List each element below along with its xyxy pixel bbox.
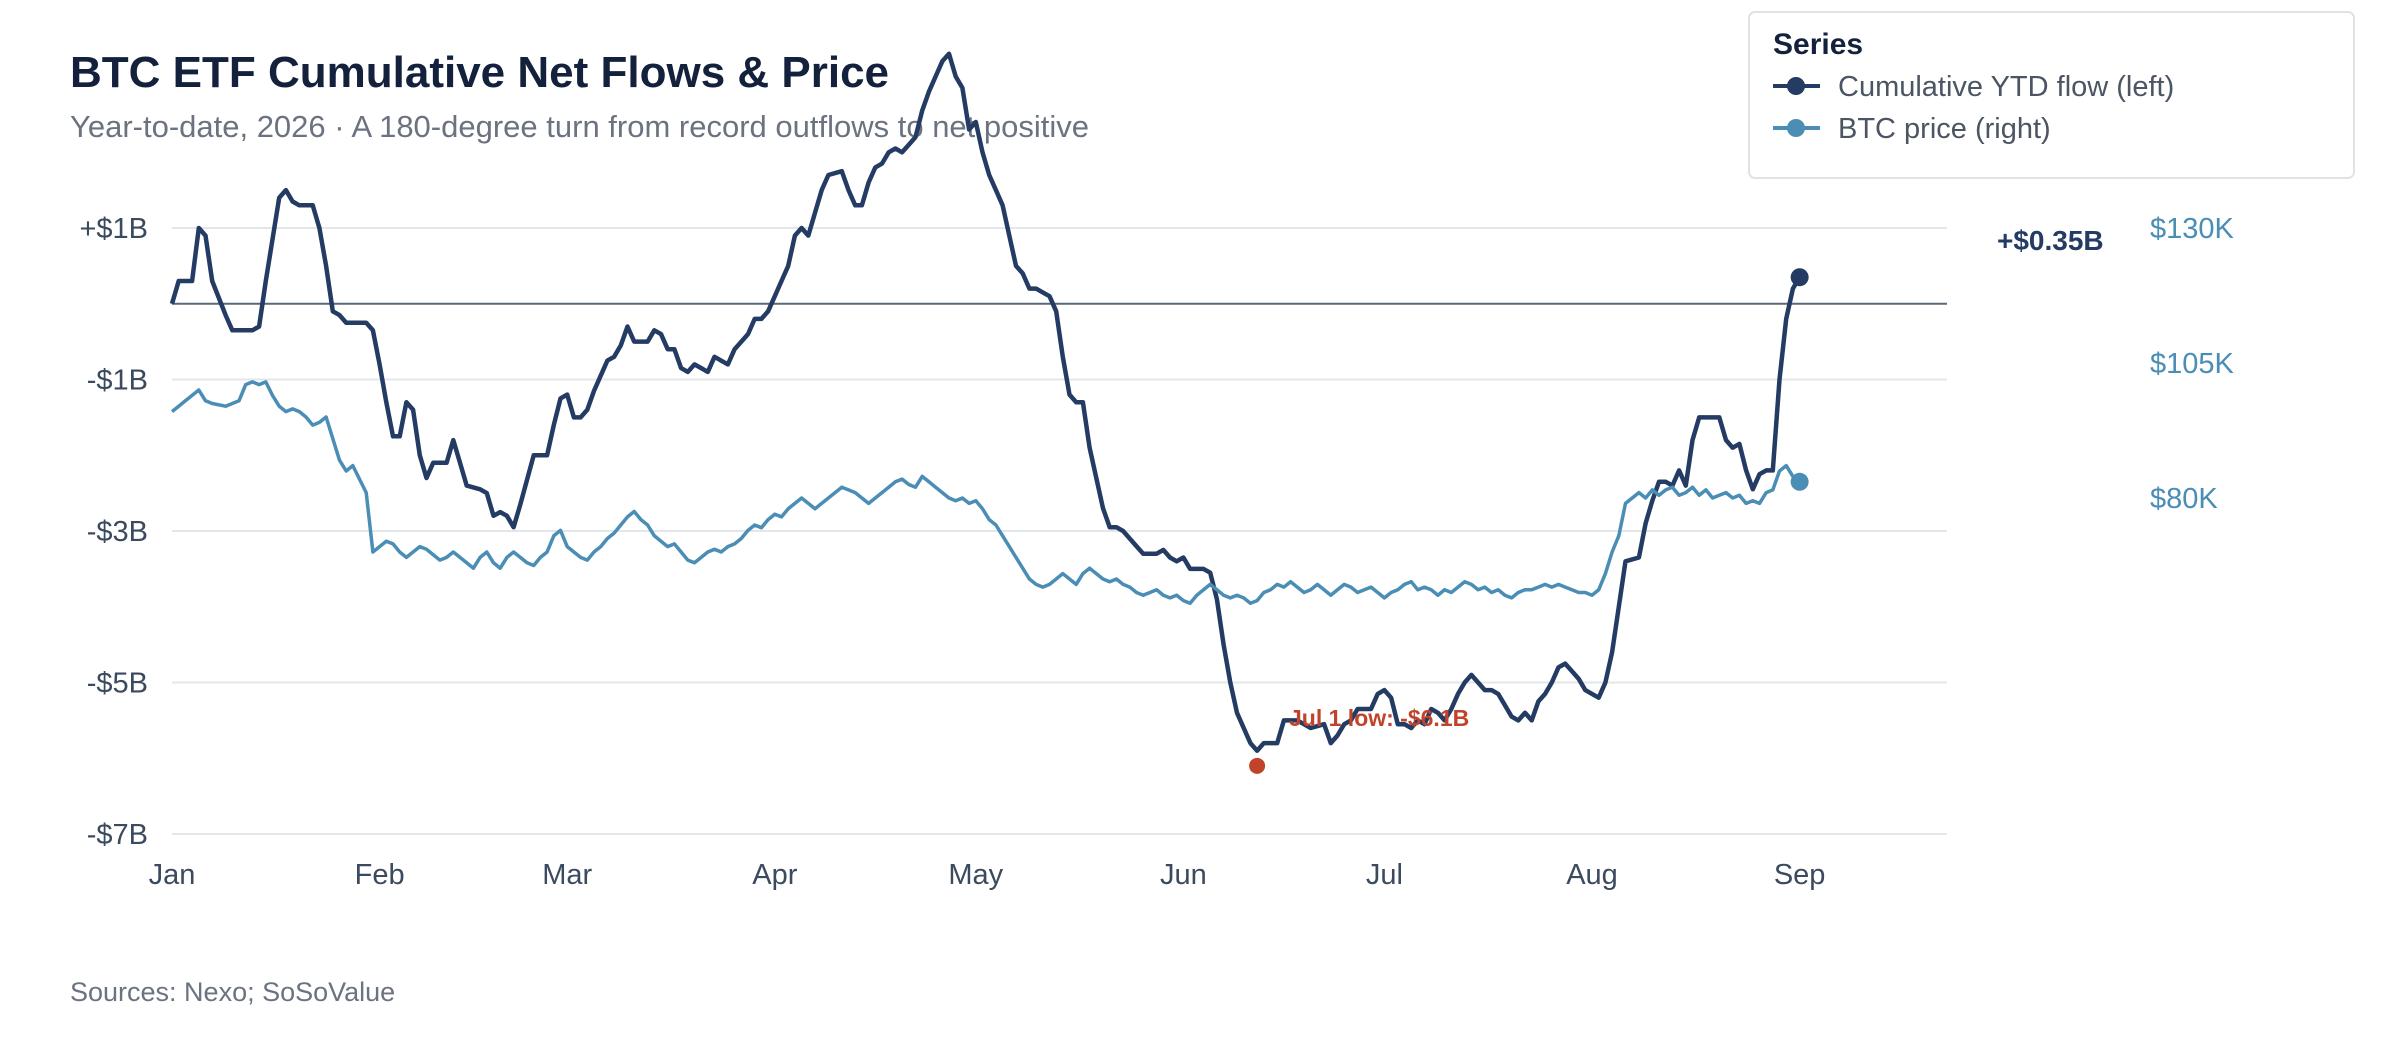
low-marker: [1249, 757, 1266, 774]
legend-marker-price: [1787, 119, 1805, 137]
low-annotation: Jul 1 low: -$6.1B: [1289, 705, 1469, 731]
legend-label-flow: Cumulative YTD flow (left): [1838, 71, 2174, 103]
legend-marker-flow: [1787, 77, 1805, 95]
end-marker-flow: [1790, 268, 1809, 287]
series-line-price: [170, 380, 1801, 606]
grid: [172, 227, 1947, 835]
x-tick-label: Sep: [1774, 859, 1826, 891]
markers: [1249, 268, 1809, 774]
x-tick-label: Feb: [355, 859, 405, 891]
x-tick-label: Jun: [1160, 859, 1207, 891]
legend-title: Series: [1773, 28, 1863, 61]
x-tick-label: Jan: [149, 859, 196, 891]
y-right-tick-label: $105K: [2150, 348, 2235, 380]
y-left-tick-label: -$1B: [87, 365, 148, 397]
legend-label-price: BTC price (right): [1838, 113, 2051, 145]
source-note: Sources: Nexo; SoSoValue: [70, 977, 395, 1007]
y-left-tick-label: -$7B: [87, 819, 148, 851]
x-tick-label: Jul: [1366, 859, 1403, 891]
x-tick-label: Aug: [1566, 859, 1618, 891]
y-left-tick-label: +$1B: [79, 213, 148, 245]
legend: Series Cumulative YTD flow (left) BTC pr…: [1748, 11, 2355, 179]
y-right-tick-label: $130K: [2150, 213, 2235, 245]
series: [169, 51, 1802, 753]
y-left-tick-label: -$5B: [87, 668, 148, 700]
x-tick-label: Apr: [752, 859, 797, 891]
end-flow-label: +$0.35B: [1997, 225, 2104, 256]
axes: +$1B -$1B -$3B -$5B -$7B $130K $105K $80K Jan Feb…: [79, 213, 2234, 891]
chart-title: BTC ETF Cumulative Net Flows & Price: [70, 48, 889, 97]
chart-subtitle: Year-to-date, 2026 · A 180-degree turn f…: [70, 109, 1089, 144]
series-line-flow: [169, 51, 1802, 753]
y-right-tick-label: $80K: [2150, 483, 2218, 515]
legend-box: [1748, 11, 2355, 179]
x-tick-label: Mar: [542, 859, 592, 891]
x-tick-label: May: [948, 859, 1003, 891]
end-marker-price: [1790, 472, 1809, 491]
y-left-tick-label: -$3B: [87, 516, 148, 548]
